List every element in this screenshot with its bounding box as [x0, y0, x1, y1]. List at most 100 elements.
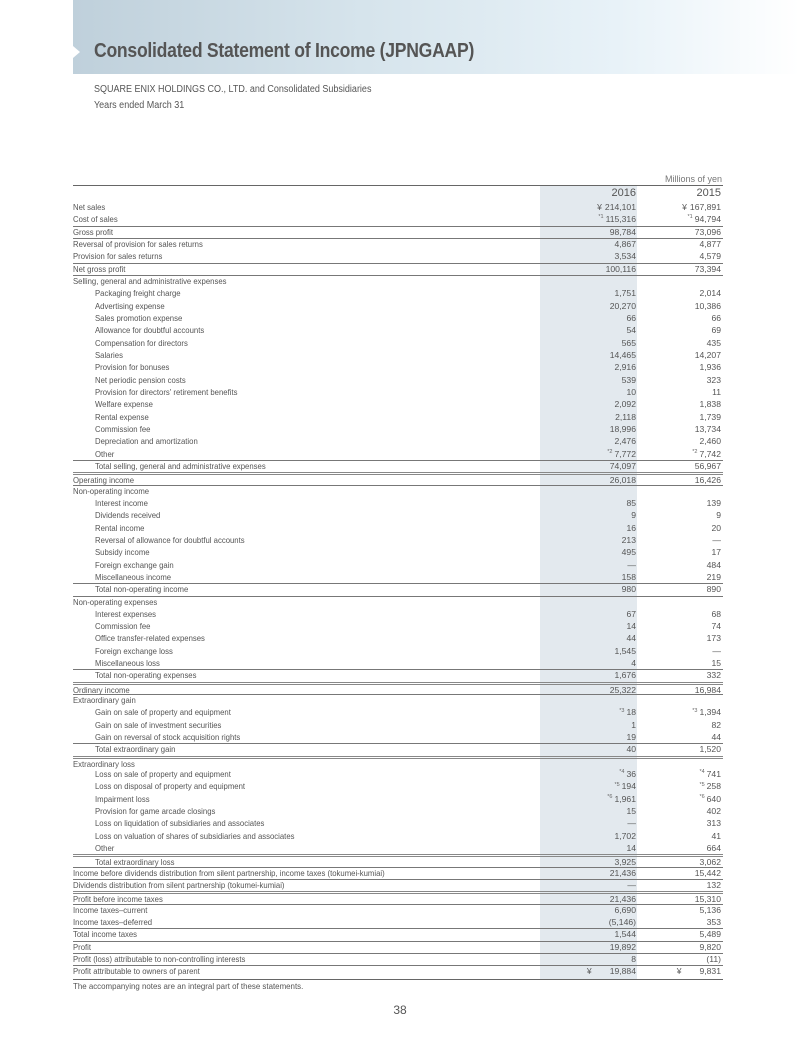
value-2016-text: 2,118	[615, 411, 636, 422]
value-2015: 5,136	[631, 905, 721, 916]
value-2015-text: 9,820	[699, 941, 721, 952]
value-2016: 44	[546, 632, 636, 644]
value-2015-text: —	[712, 645, 721, 656]
value-2015: *4 741	[631, 768, 721, 780]
value-2015: 3,062	[631, 857, 721, 867]
value-2015: 353	[631, 916, 721, 928]
value-2016-text: 19	[626, 732, 636, 743]
table-row: Packaging freight charge 1,751 2,014	[73, 287, 723, 299]
value-2015: 16,426	[631, 475, 721, 485]
value-2015-text: 664	[706, 843, 721, 854]
column-header-2015: 2015	[696, 187, 721, 199]
footnote-marker: *1	[687, 214, 693, 221]
table-row: Reversal of allowance for doubtful accou…	[73, 534, 723, 546]
value-2015-text: 44	[711, 732, 721, 743]
table-row: Total non-operating income 980 890	[73, 583, 723, 595]
value-2015: 484	[631, 559, 721, 571]
table-row: Non-operating income	[73, 484, 723, 497]
value-2016-text: 44	[626, 633, 636, 644]
value-2016-text: —	[627, 818, 636, 829]
value-2016: —	[546, 880, 636, 891]
value-2016-text: 74,097	[609, 460, 636, 471]
value-2015-text: 9	[716, 510, 721, 521]
value-2015-text: 323	[706, 374, 721, 385]
table-row: Impairment loss *6 1,961 *6 640	[73, 793, 723, 805]
value-2015: —	[631, 534, 721, 546]
table-row: Dividends received 9 9	[73, 509, 723, 521]
value-2015: *5 258	[631, 780, 721, 792]
yen-sign: ¥	[597, 202, 602, 212]
table-row: Rental income 16 20	[73, 522, 723, 534]
units-label: Millions of yen	[664, 174, 722, 184]
value-2015-text: 15,442	[694, 867, 721, 878]
value-2016: 100,116	[546, 264, 636, 275]
value-2015-text: 2,460	[699, 436, 721, 447]
table-row: Subsidy income 495 17	[73, 546, 723, 558]
value-2015-text: 9,831	[699, 966, 721, 977]
value-2015-text: 74	[711, 621, 721, 632]
value-2015: 9	[631, 509, 721, 521]
row-label: Loss on valuation of shares of subsidiar…	[95, 830, 295, 841]
value-2015: 73,394	[631, 264, 721, 275]
row-label: Profit	[73, 941, 92, 952]
row-label: Total selling, general and administrativ…	[95, 460, 266, 471]
value-2015-text: 16,984	[694, 684, 721, 695]
row-label: Dividends received	[95, 510, 161, 521]
table-row: Advertising expense 20,270 10,386	[73, 300, 723, 312]
row-label: Ordinary income	[73, 684, 130, 695]
table-row: Allowance for doubtful accounts 54 69	[73, 324, 723, 336]
value-2016-text: 15	[626, 806, 636, 817]
value-2016: 40	[546, 744, 636, 755]
value-2016-text: 2,476	[614, 436, 636, 447]
row-label: Gross profit	[73, 226, 113, 237]
table-row: Commission fee 18,996 13,734	[73, 423, 723, 435]
row-label: Office transfer-related expenses	[95, 633, 205, 644]
value-2015: (11)	[631, 954, 721, 965]
row-label: Sales promotion expense	[95, 312, 183, 323]
row-label: Impairment loss	[95, 793, 150, 804]
value-2016-text: 980	[621, 584, 636, 595]
value-2015-text: 353	[706, 917, 721, 928]
row-label: Loss on sale of property and equipment	[95, 769, 231, 780]
value-2016-text: 10	[626, 386, 636, 397]
value-2016-text: 539	[621, 374, 636, 385]
value-2016-text: 14	[626, 843, 636, 854]
value-2016: 16	[546, 522, 636, 534]
value-2015-text: 167,891	[689, 202, 721, 212]
value-2015-text: 11	[712, 386, 721, 397]
value-2015: 20	[631, 522, 721, 534]
value-2015: *1 94,794	[631, 213, 722, 225]
table-row: Foreign exchange gain — 484	[73, 559, 723, 571]
value-2016-text: 18	[626, 707, 636, 718]
value-2015-text: 3,062	[699, 857, 721, 868]
footnote-marker: *6	[699, 793, 705, 800]
value-2015: 2,460	[631, 435, 721, 447]
row-label: Total non-operating expenses	[95, 670, 197, 681]
value-2015: 14,207	[631, 349, 721, 361]
value-2016: 14,465	[546, 349, 636, 361]
table-row: Extraordinary loss	[73, 755, 723, 769]
value-2016-text: 213	[621, 534, 636, 545]
table-row: Office transfer-related expenses 44 173	[73, 632, 723, 644]
value-2016-text: 66	[626, 312, 636, 323]
value-2016-text: 100,116	[605, 263, 636, 274]
value-2016-text: 214,101	[604, 202, 636, 212]
income-statement-table: Net sales ¥214,101 ¥167,891 Cost of sales *1…	[73, 201, 723, 978]
value-2015: 15	[631, 657, 721, 669]
value-2015-text: 1,394	[699, 707, 721, 718]
value-2015-text: 13,734	[694, 423, 721, 434]
period: Years ended March 31	[94, 100, 185, 111]
value-2016-text: 194	[621, 781, 636, 792]
value-2016-text: —	[627, 559, 636, 570]
value-2015-text: (11)	[706, 954, 721, 965]
value-2015-text: 68	[711, 608, 721, 619]
table-row: Gain on sale of investment securities 1 82	[73, 719, 723, 731]
value-2015-text: 41	[711, 830, 721, 841]
table-row: Interest expenses 67 68	[73, 608, 723, 620]
row-label: Subsidy income	[95, 547, 150, 558]
value-2015-text: 484	[706, 559, 721, 570]
table-bottom-rule	[73, 979, 723, 980]
value-2016-text: (5,146)	[608, 917, 636, 928]
table-row: Income taxes–current 6,690 5,136	[73, 903, 723, 916]
footnote-marker: *5	[699, 781, 705, 788]
